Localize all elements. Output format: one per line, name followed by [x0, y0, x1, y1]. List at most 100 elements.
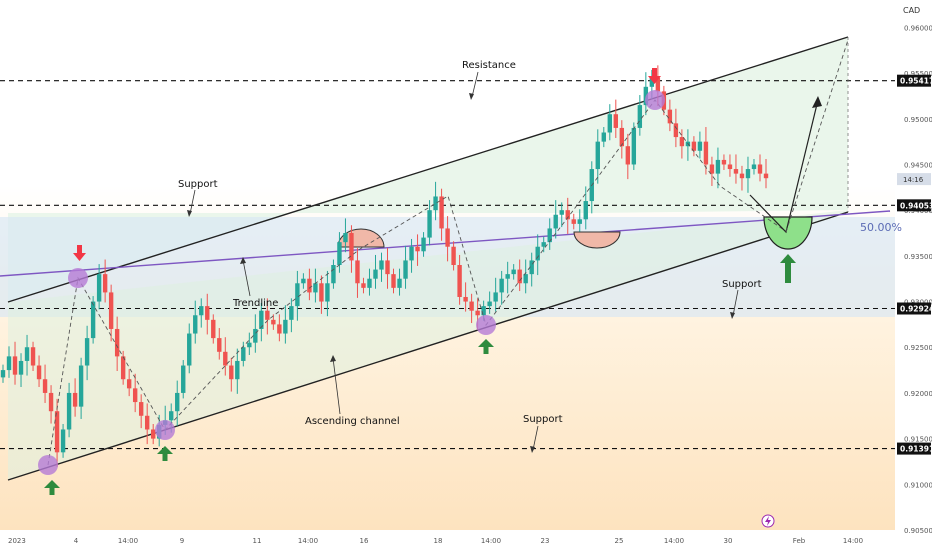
candle — [277, 314, 282, 342]
candle — [144, 403, 150, 445]
channel-top-line — [7, 36, 849, 303]
candle — [355, 248, 360, 298]
swing-marker — [38, 455, 58, 475]
candle — [565, 197, 570, 234]
label-trendline: Trendline — [232, 298, 278, 309]
candle — [42, 364, 48, 403]
candle — [637, 95, 643, 136]
candle — [18, 353, 24, 387]
candle — [283, 305, 288, 344]
candle — [78, 357, 84, 419]
candle — [739, 165, 745, 191]
pointer-head — [187, 210, 192, 217]
candle — [331, 259, 336, 289]
candle — [54, 398, 60, 467]
candle — [415, 234, 420, 266]
projection-dashed-to-target — [785, 39, 849, 233]
candle — [595, 129, 600, 184]
price-label: 0.95417 — [897, 74, 932, 87]
candle — [427, 200, 432, 246]
price-label: 0.92924 — [897, 302, 932, 315]
candle — [607, 104, 612, 141]
x-tick-label: 14:00 — [843, 537, 863, 545]
candle — [721, 154, 727, 170]
lightning-icon[interactable] — [761, 514, 775, 528]
candle — [535, 234, 540, 276]
pointer-support-top — [189, 189, 196, 215]
x-tick-label: 14:00 — [664, 537, 684, 545]
price-label: 14:16 — [897, 173, 931, 186]
candle — [703, 127, 709, 175]
candle — [301, 273, 306, 289]
candle — [48, 385, 54, 424]
x-tick-label: 11 — [253, 537, 262, 545]
y-tick-label: 0.90500 — [904, 527, 932, 535]
candle — [517, 259, 522, 292]
candle — [199, 298, 204, 328]
candle — [727, 154, 733, 177]
swing-marker — [645, 90, 665, 110]
candle — [211, 314, 216, 344]
trendline — [0, 210, 891, 277]
candle — [697, 131, 703, 159]
candle — [253, 314, 258, 353]
candle — [349, 225, 354, 273]
y-tick-label: 0.91500 — [904, 436, 932, 444]
x-tick-label: 25 — [615, 537, 624, 545]
pointer-support-bottom — [532, 425, 539, 451]
candle — [187, 323, 192, 374]
candle — [679, 129, 685, 159]
x-axis: 2023 4 14:00 9 11 14:00 16 18 14:00 23 25 14:00 30 Fe… — [8, 537, 863, 545]
candle — [505, 261, 510, 294]
arrow-up-green — [478, 339, 494, 354]
pointer-resistance — [471, 71, 479, 98]
candle — [24, 334, 30, 376]
x-tick-label: 14:00 — [481, 537, 501, 545]
candle — [745, 156, 751, 193]
x-tick-label: 16 — [360, 537, 369, 545]
arrow-up-green — [780, 254, 796, 283]
candle — [259, 302, 264, 342]
price-axis-background — [895, 0, 932, 530]
candle — [385, 248, 390, 289]
candle — [559, 202, 564, 228]
x-tick-label: 30 — [724, 537, 733, 545]
pointer-support-right — [732, 289, 739, 317]
arc-highlight-2 — [573, 231, 621, 249]
projection-arrowhead — [812, 96, 822, 108]
arrow-down-red — [648, 68, 661, 84]
x-tick-label: 23 — [541, 537, 550, 545]
candle — [457, 254, 462, 305]
swing-marker — [155, 420, 175, 440]
candle — [319, 275, 324, 314]
candle — [529, 252, 534, 287]
svg-text:0.95417: 0.95417 — [900, 77, 932, 86]
label-support-top: Support — [178, 179, 218, 190]
arrow-down-red — [73, 245, 86, 261]
label-resistance: Resistance — [462, 60, 516, 71]
candle — [451, 241, 456, 271]
candle — [343, 218, 348, 253]
candle — [487, 291, 492, 314]
price-label: 0.94053 — [897, 199, 932, 212]
arrow-up-green — [44, 480, 60, 495]
y-tick-label: 0.93500 — [904, 253, 932, 261]
x-tick-label: 14:00 — [298, 537, 318, 545]
candle — [577, 209, 582, 232]
x-tick-label: Feb — [793, 537, 806, 545]
candle — [541, 236, 546, 253]
svg-text:14:16: 14:16 — [903, 176, 924, 184]
arrow-up-green — [157, 446, 173, 461]
candle — [379, 252, 384, 282]
candle — [463, 282, 468, 312]
candle — [217, 328, 222, 360]
candle — [751, 159, 757, 175]
x-tick-label: 14:00 — [118, 537, 138, 545]
candle — [631, 122, 637, 170]
candle — [66, 382, 72, 438]
candle — [325, 270, 330, 317]
y-tick-label: 0.92000 — [904, 390, 932, 398]
candle — [0, 364, 6, 383]
candle — [229, 357, 234, 392]
candle — [601, 127, 606, 148]
